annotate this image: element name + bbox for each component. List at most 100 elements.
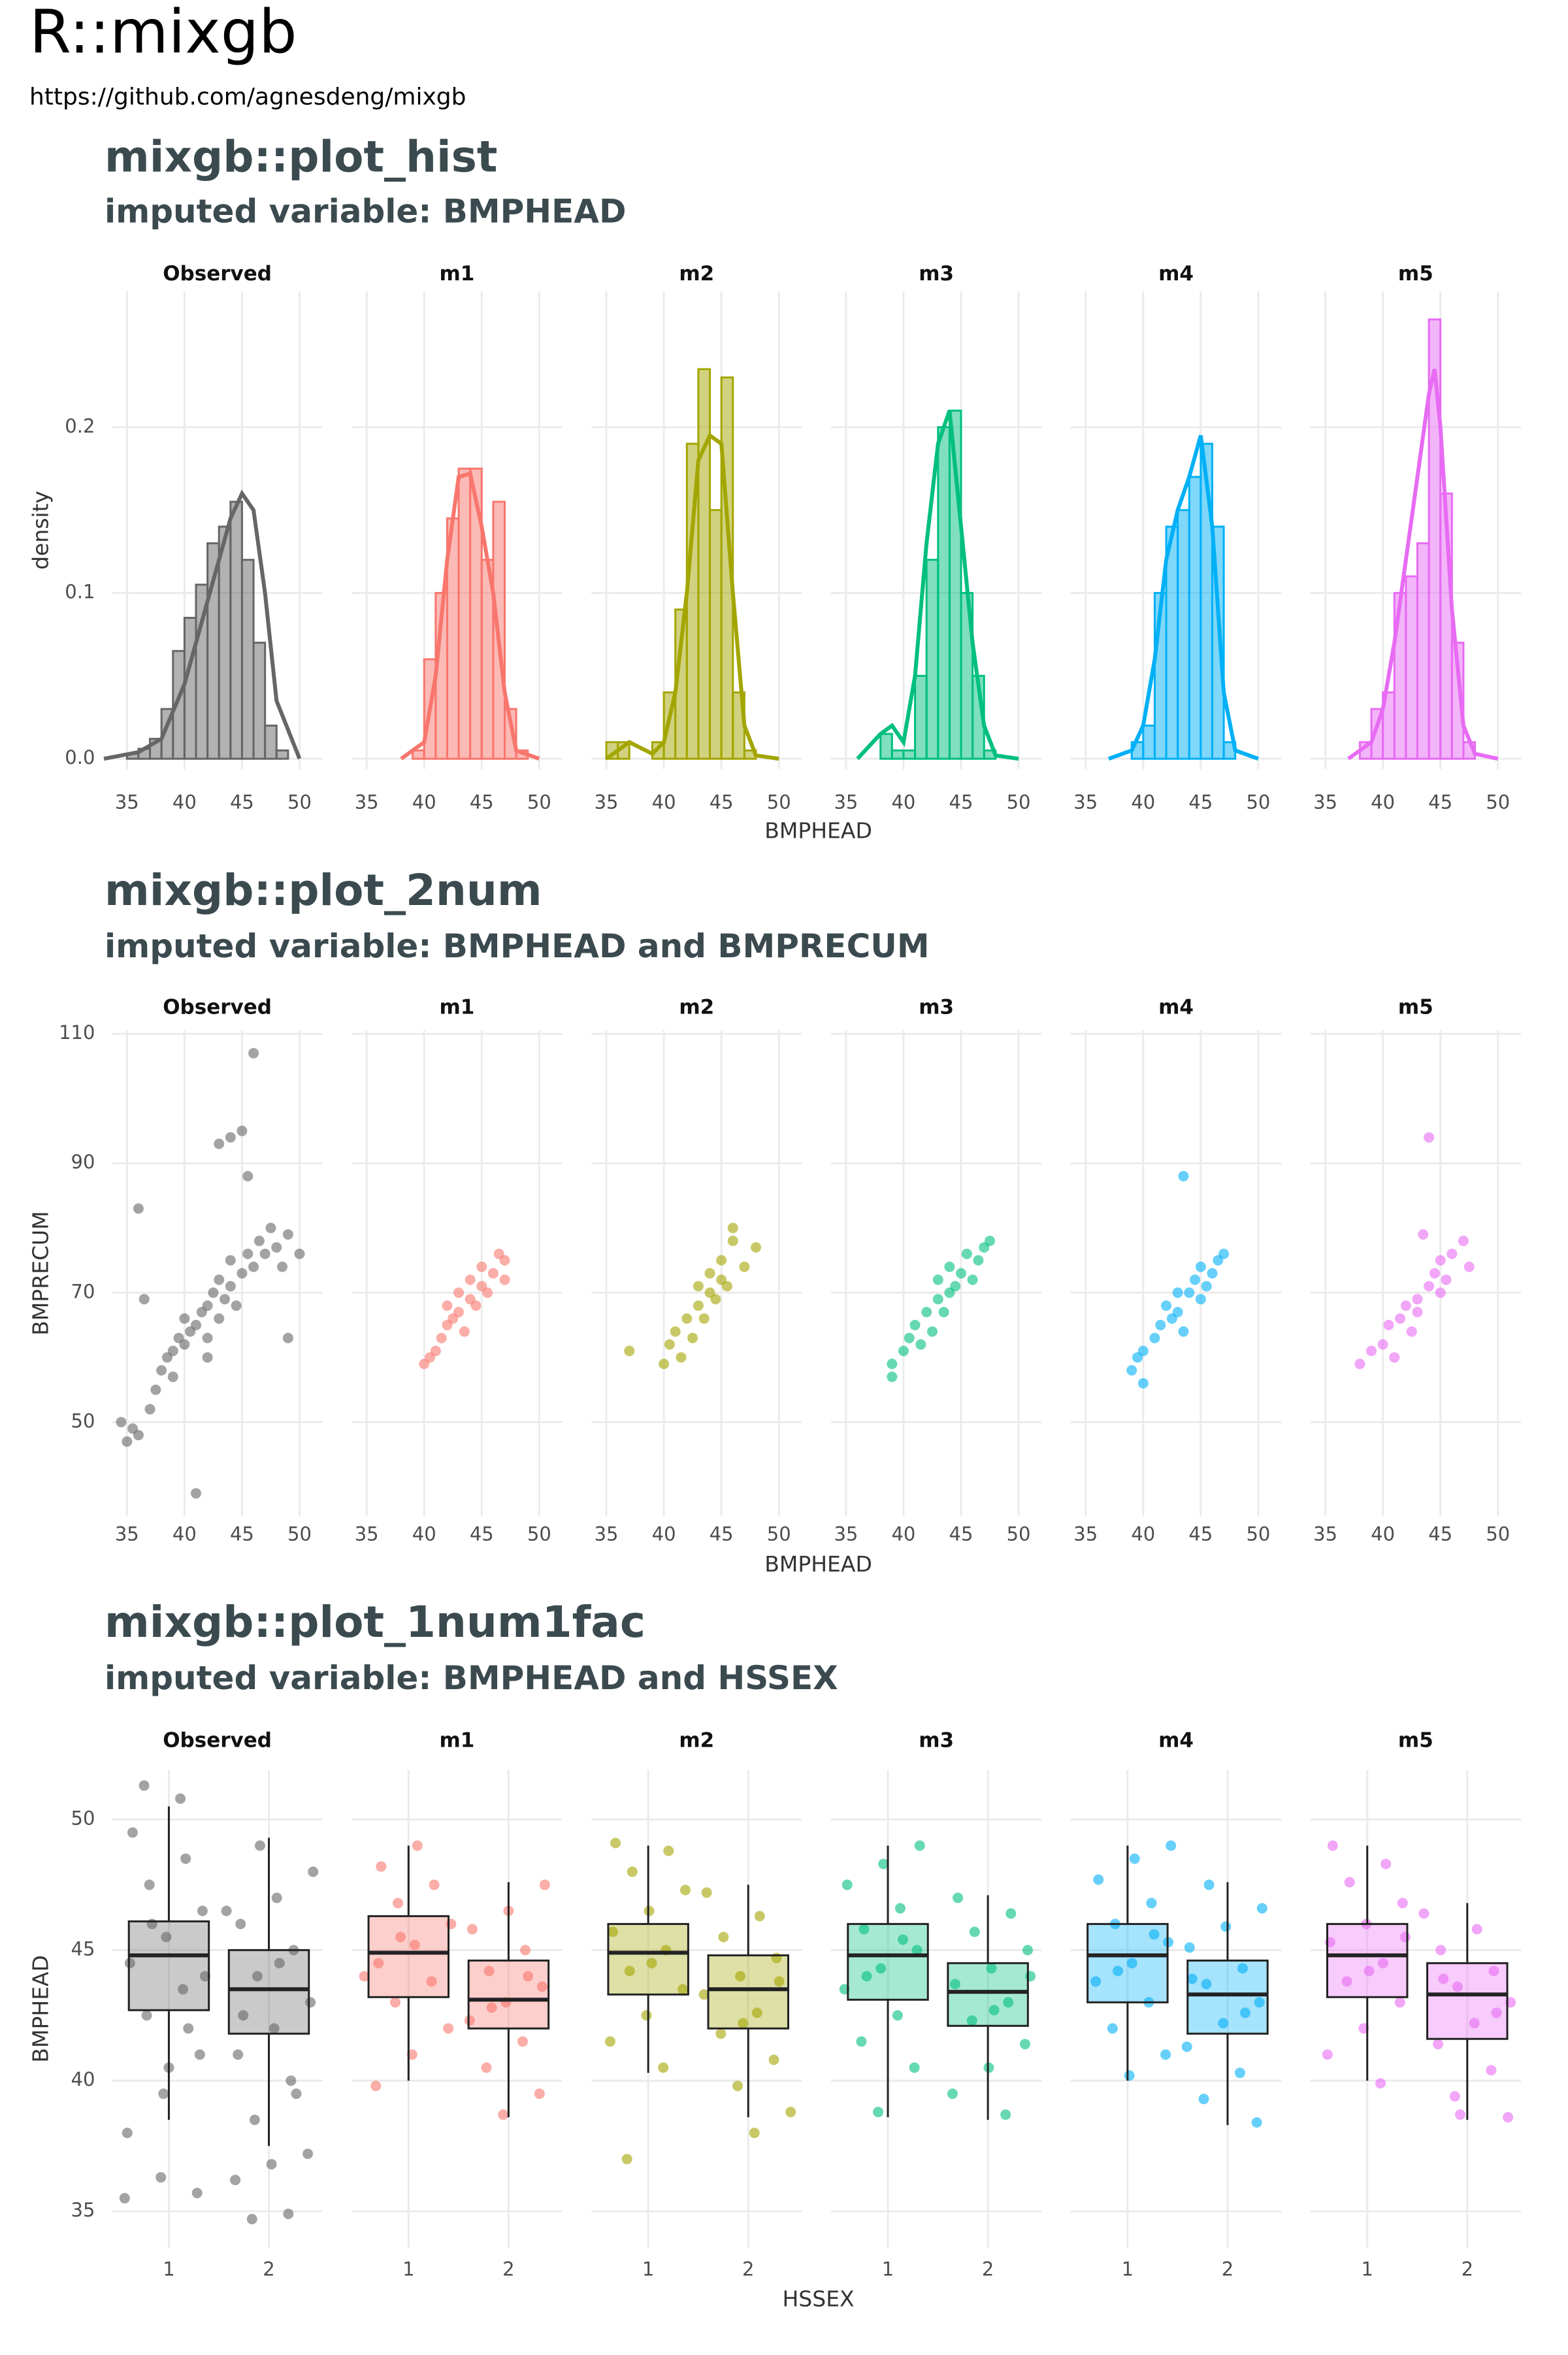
scatter-point (1395, 1313, 1406, 1324)
jitter-point (1186, 1973, 1198, 1984)
scatter-point (1435, 1287, 1446, 1298)
scatter-point (1195, 1294, 1206, 1305)
strip-label: Observed (163, 1729, 272, 1753)
jitter-point (141, 2010, 152, 2021)
jitter-point (359, 1971, 370, 1982)
jitter-point (718, 1932, 729, 1943)
scatter-point (1172, 1307, 1183, 1317)
scatter-point (1412, 1307, 1423, 1317)
jitter-point (1394, 1997, 1405, 2008)
x-tick-label: 35 (355, 791, 379, 814)
jitter-point (1380, 1858, 1392, 1869)
jitter-point (1433, 2039, 1444, 2050)
jitter-point (774, 1976, 785, 1987)
jitter-point (1327, 1840, 1338, 1851)
scatter-point (259, 1248, 270, 1259)
scatter-point (1155, 1319, 1166, 1330)
x-tick-label: 35 (115, 791, 139, 814)
x-tick-label: 35 (595, 1523, 619, 1545)
jitter-point (498, 2109, 509, 2120)
jitter-point (950, 1979, 961, 1990)
x-tick-label: 40 (652, 791, 676, 814)
scatter-point (248, 1261, 259, 1272)
x-tick-label: 50 (527, 1523, 551, 1545)
y-axis-label: BMPHEAD (28, 1955, 54, 2063)
strip-label: m4 (1158, 262, 1194, 286)
jitter-point (1449, 2091, 1460, 2102)
strip-label: m1 (439, 1729, 474, 1753)
jitter-point (966, 2015, 977, 2026)
scatter-point (179, 1339, 190, 1350)
jitter-point (191, 2188, 203, 2199)
x-tick-label: 50 (287, 791, 312, 814)
x-tick-label: 35 (834, 791, 858, 814)
jitter-point (302, 2149, 314, 2160)
jitter-point (1166, 1840, 1177, 1851)
scatter-point (727, 1236, 738, 1247)
scatter-point (436, 1332, 447, 1343)
scatter-point (1424, 1281, 1435, 1292)
y-tick-label: 0.0 (65, 746, 95, 768)
histogram-bar (1450, 642, 1465, 760)
x-tick-label: 2 (982, 2258, 994, 2280)
jitter-point (1341, 1976, 1352, 1987)
density-line (103, 489, 302, 761)
x-tick-label: 40 (1371, 1523, 1395, 1545)
box (467, 1959, 550, 2030)
scatter-point (973, 1255, 984, 1266)
jitter-point (429, 1879, 440, 1890)
scatter-point (1207, 1268, 1218, 1279)
y-tick-label: 90 (71, 1151, 95, 1173)
jitter-point (119, 2193, 130, 2204)
density-line (1107, 435, 1259, 761)
scatter-point (122, 1436, 133, 1447)
scatter-point (1195, 1261, 1206, 1272)
strip-label: m2 (679, 262, 714, 286)
scatter-point (698, 1313, 710, 1324)
jitter-point (1022, 1945, 1034, 1956)
y-tick-label: 45 (71, 1937, 95, 1960)
x-tick-label: 2 (502, 2258, 514, 2280)
jitter-point (1254, 1997, 1265, 2008)
x-tick-label: 40 (412, 791, 436, 814)
x-tick-label: 45 (1188, 791, 1213, 814)
y-tick-label: 70 (71, 1280, 95, 1302)
jitter-point (892, 2010, 903, 2021)
jitter-point (246, 2214, 257, 2225)
jitter-point (856, 2036, 867, 2047)
scatter-point (1149, 1332, 1160, 1343)
x-tick-label: 35 (1073, 1523, 1098, 1545)
jitter-point (1418, 1908, 1429, 1919)
histogram-bar (1188, 476, 1202, 760)
jitter-point (1397, 1898, 1408, 1909)
jitter-point (1503, 2112, 1514, 2123)
scatter-point (926, 1326, 938, 1337)
jitter-point (286, 2075, 297, 2086)
scatter-point (1137, 1377, 1149, 1389)
jitter-point (238, 2010, 249, 2021)
jitter-point (969, 1926, 980, 1937)
scatter-point (248, 1047, 259, 1059)
box (1426, 1962, 1509, 2040)
jitter-point (1454, 2109, 1465, 2120)
histogram-bar (504, 708, 517, 760)
jitter-point (161, 1932, 172, 1943)
jitter-point (953, 1892, 964, 1903)
strip-label: m4 (1158, 995, 1194, 1019)
jitter-point (751, 2007, 762, 2018)
jitter-point (197, 1905, 208, 1917)
jitter-point (914, 1840, 925, 1851)
x-tick-label: 45 (1428, 791, 1452, 814)
scatter-point (430, 1345, 441, 1357)
histogram-bar (183, 617, 197, 760)
jitter-point (1000, 2109, 1011, 2120)
histogram-bar (879, 733, 893, 760)
scatter-point (237, 1125, 248, 1136)
box (847, 1922, 929, 2001)
jitter-point (291, 2088, 302, 2100)
jitter-point (878, 1858, 889, 1869)
jitter-point (988, 2005, 1000, 2016)
histogram-bar (457, 467, 472, 760)
scatter-point (979, 1242, 990, 1253)
